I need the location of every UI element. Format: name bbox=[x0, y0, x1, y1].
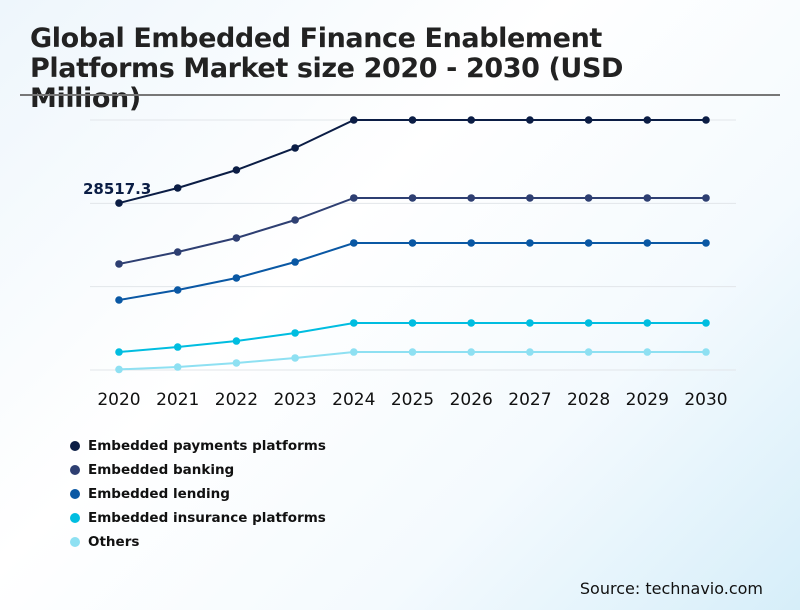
data-point[interactable] bbox=[173, 248, 182, 256]
data-point[interactable] bbox=[643, 348, 652, 356]
data-point[interactable] bbox=[232, 166, 241, 174]
data-point[interactable] bbox=[467, 319, 476, 327]
data-point[interactable] bbox=[115, 199, 123, 207]
x-tick-label: 2024 bbox=[332, 390, 375, 410]
legend-marker-icon bbox=[70, 513, 80, 523]
data-point[interactable] bbox=[408, 239, 417, 247]
x-tick-label: 2025 bbox=[391, 390, 434, 410]
data-point[interactable] bbox=[232, 274, 241, 282]
data-point[interactable] bbox=[702, 319, 710, 327]
legend-item-others[interactable]: Others bbox=[70, 530, 326, 554]
data-point[interactable] bbox=[702, 348, 710, 356]
legend-item-payments[interactable]: Embedded payments platforms bbox=[70, 434, 326, 458]
x-tick-label: 2021 bbox=[156, 390, 199, 410]
data-point[interactable] bbox=[526, 348, 534, 356]
data-label-2020: 28517.3 bbox=[83, 180, 151, 198]
data-point[interactable] bbox=[643, 116, 652, 124]
data-point[interactable] bbox=[526, 239, 534, 247]
chart-title: Global Embedded Finance Enablement Platf… bbox=[30, 23, 624, 114]
data-point[interactable] bbox=[643, 194, 652, 202]
series-embedded-lending bbox=[115, 239, 710, 304]
data-point[interactable] bbox=[584, 239, 593, 247]
series-embedded-payments-platforms bbox=[115, 116, 710, 207]
data-point[interactable] bbox=[467, 239, 476, 247]
data-point[interactable] bbox=[350, 194, 358, 202]
data-point[interactable] bbox=[291, 258, 299, 266]
data-point[interactable] bbox=[115, 365, 123, 374]
data-point[interactable] bbox=[584, 348, 593, 356]
data-point[interactable] bbox=[584, 194, 593, 202]
data-point[interactable] bbox=[173, 184, 182, 192]
data-point[interactable] bbox=[350, 348, 358, 356]
data-point[interactable] bbox=[467, 116, 476, 124]
x-tick-label: 2026 bbox=[450, 390, 493, 410]
data-point[interactable] bbox=[408, 348, 417, 356]
series-line bbox=[118, 119, 706, 205]
data-point[interactable] bbox=[584, 116, 593, 124]
data-point[interactable] bbox=[115, 348, 123, 356]
data-point[interactable] bbox=[232, 337, 241, 345]
data-point[interactable] bbox=[702, 116, 710, 124]
legend-label: Embedded insurance platforms bbox=[88, 510, 326, 526]
legend-label: Others bbox=[88, 534, 140, 550]
data-point[interactable] bbox=[702, 194, 710, 202]
series-line bbox=[118, 321, 706, 353]
data-point[interactable] bbox=[291, 329, 299, 337]
data-point[interactable] bbox=[584, 319, 593, 327]
data-point[interactable] bbox=[408, 116, 417, 124]
series-line bbox=[118, 241, 706, 301]
x-tick-label: 2029 bbox=[626, 390, 669, 410]
data-point[interactable] bbox=[467, 348, 476, 356]
data-point[interactable] bbox=[291, 354, 299, 362]
legend-label: Embedded banking bbox=[88, 462, 235, 478]
series-line bbox=[118, 196, 706, 265]
data-point[interactable] bbox=[173, 343, 182, 351]
data-point[interactable] bbox=[643, 239, 652, 247]
data-point[interactable] bbox=[232, 359, 241, 367]
x-tick-label: 2022 bbox=[215, 390, 258, 410]
data-point[interactable] bbox=[173, 363, 182, 371]
legend-item-lending[interactable]: Embedded lending bbox=[70, 482, 326, 506]
data-point[interactable] bbox=[350, 239, 358, 247]
data-point[interactable] bbox=[291, 144, 299, 152]
series-embedded-insurance-platforms bbox=[115, 319, 710, 356]
data-point[interactable] bbox=[408, 194, 417, 202]
series-embedded-banking bbox=[115, 194, 710, 268]
data-point[interactable] bbox=[643, 319, 652, 327]
data-point[interactable] bbox=[526, 319, 534, 327]
x-tick-label: 2020 bbox=[97, 390, 140, 410]
legend-item-banking[interactable]: Embedded banking bbox=[70, 458, 326, 482]
legend-label: Embedded payments platforms bbox=[88, 438, 326, 454]
x-tick-label: 2027 bbox=[508, 390, 551, 410]
data-point[interactable] bbox=[408, 319, 417, 327]
x-tick-label: 2030 bbox=[684, 390, 727, 410]
source-credit: Source: technavio.com bbox=[579, 579, 763, 598]
data-point[interactable] bbox=[291, 216, 299, 224]
data-point[interactable] bbox=[467, 194, 476, 202]
data-point[interactable] bbox=[526, 194, 534, 202]
x-tick-label: 2028 bbox=[567, 390, 610, 410]
data-point[interactable] bbox=[702, 239, 710, 247]
data-point[interactable] bbox=[350, 319, 358, 327]
title-divider bbox=[20, 94, 780, 96]
legend-marker-icon bbox=[70, 465, 80, 475]
data-point[interactable] bbox=[350, 116, 358, 124]
data-point[interactable] bbox=[115, 296, 123, 304]
legend-marker-icon bbox=[70, 441, 80, 451]
x-tick-label: 2023 bbox=[273, 390, 316, 410]
legend-marker-icon bbox=[70, 489, 80, 499]
legend-marker-icon bbox=[70, 537, 80, 547]
series-others bbox=[115, 348, 710, 374]
data-point[interactable] bbox=[115, 260, 123, 268]
legend: Embedded payments platforms Embedded ban… bbox=[70, 434, 326, 554]
data-point[interactable] bbox=[173, 286, 182, 294]
data-point[interactable] bbox=[526, 116, 534, 124]
legend-label: Embedded lending bbox=[88, 486, 230, 502]
line-chart: 2020 2021 2022 2023 2024 2025 2026 2027 2028 2029… bbox=[83, 116, 736, 410]
data-point[interactable] bbox=[232, 234, 241, 242]
legend-item-insurance[interactable]: Embedded insurance platforms bbox=[70, 506, 326, 530]
